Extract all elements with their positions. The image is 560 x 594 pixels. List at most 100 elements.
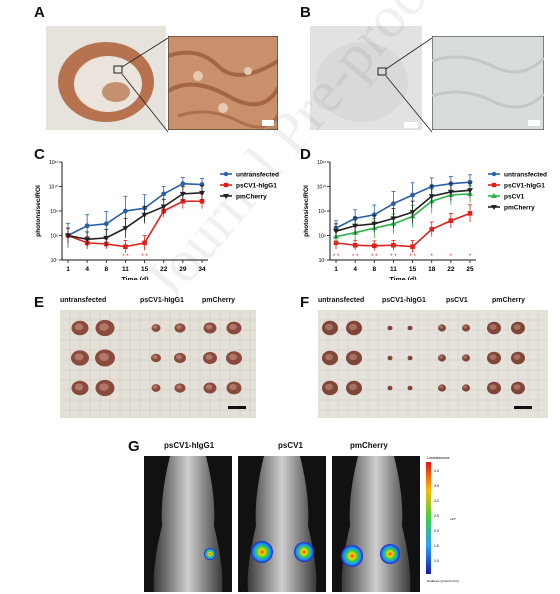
legend-marker: [223, 194, 229, 199]
y-tick-label: 10⁸: [50, 234, 58, 240]
colorbar-gradient: [426, 462, 431, 574]
y-tick-label: 10⁸: [318, 234, 326, 240]
significance-mark: * *: [122, 254, 129, 260]
chart-d: 10⁷ 10⁸ 10⁹ 10¹⁰ 10¹¹ 1 4 8 11 15 18 22 25 Time (d) ph…: [303, 160, 547, 280]
y-tick-label: 10¹⁰: [317, 185, 326, 191]
x-tick-label: 8: [104, 266, 108, 273]
tumor-highlight: [513, 324, 521, 330]
panel-label-f: F: [300, 294, 310, 311]
data-point: [467, 188, 473, 194]
tumor-highlight: [74, 353, 84, 361]
panel-g-headers: psCV1-hIgG1 psCV1 pmCherry: [142, 441, 432, 453]
legend-label: pmCherry: [236, 194, 267, 201]
data-point: [84, 223, 90, 229]
data-point: [467, 179, 473, 185]
x-tick-label: 29: [179, 266, 187, 273]
tumor: [407, 385, 413, 391]
luminescence-signal: [251, 541, 273, 563]
colorbar-units: Radiance (p/sec/cm²/sr): [427, 579, 459, 583]
panel-label-e: E: [34, 294, 45, 311]
colorbar-tick-label: 1.5: [434, 544, 439, 548]
data-point: [122, 226, 129, 232]
series-line: [67, 182, 203, 237]
x-tick-label: 34: [198, 266, 206, 273]
panel-label-a: A: [34, 4, 45, 21]
x-tick-label: 8: [372, 266, 376, 273]
tumor-highlight: [99, 353, 109, 361]
luminescence-signal: [380, 544, 400, 564]
tumor-highlight: [489, 324, 497, 330]
panel-f-headers: untransfected psCV1-hIgG1 psCV1 pmCherry: [318, 297, 548, 311]
tumor-highlight: [74, 323, 84, 331]
legend-label: psCV1-hIgG1: [504, 183, 545, 190]
tumor-highlight: [349, 383, 357, 391]
y-tick-label: 10¹⁰: [49, 185, 58, 191]
tumor-highlight: [349, 353, 357, 361]
tumor: [407, 355, 413, 361]
data-point: [391, 242, 396, 248]
y-tick-label: 10¹¹: [317, 160, 326, 166]
data-point: [179, 191, 186, 197]
tumor: [387, 385, 393, 391]
tumor-highlight: [99, 323, 109, 331]
data-point: [410, 244, 415, 249]
data-point: [371, 243, 377, 249]
data-point: [141, 212, 148, 218]
colorbar-tick-label: 2.0: [434, 529, 439, 533]
y-axis-title: photons/sec/ROI: [35, 185, 42, 237]
tumor-highlight: [439, 355, 443, 359]
panel-f-col-pscv1: psCV1: [446, 297, 468, 304]
x-tick-label: 4: [353, 266, 357, 273]
data-point: [448, 218, 454, 224]
x-tick-label: 11: [122, 266, 129, 273]
data-point: [199, 198, 205, 204]
significance-mark: * *: [141, 254, 148, 260]
panel-f-col-untransfected: untransfected: [318, 297, 365, 304]
ihc-section-overview-b: [310, 26, 422, 130]
x-tick-label: 11: [390, 266, 397, 273]
significance-mark: *: [450, 254, 453, 260]
tumor-highlight: [205, 384, 213, 390]
significance-mark: * *: [333, 254, 340, 260]
data-point: [447, 189, 454, 195]
tumor-highlight: [513, 384, 521, 390]
tumor-highlight: [74, 383, 84, 391]
data-point: [391, 201, 396, 207]
chart-c: 10⁷ 10⁸ 10⁹ 10¹⁰ 10¹¹ 1 4 8 11 15 22 29 34 Time (d) ph…: [35, 160, 279, 280]
tumor-highlight: [205, 354, 213, 360]
legend-marker: [223, 182, 229, 188]
colorbar-title: Luminescence: [427, 456, 450, 460]
data-point: [180, 181, 186, 187]
series-line: [335, 181, 471, 229]
x-tick-label: 1: [66, 266, 70, 273]
tumor-photo-e: [60, 310, 256, 418]
panel-label-c: C: [34, 146, 45, 163]
tumor: [387, 355, 393, 361]
tumor-highlight: [325, 383, 333, 391]
legend-label: psCV1: [504, 194, 525, 201]
tumor-highlight: [229, 353, 237, 361]
data-point: [467, 211, 473, 216]
data-point: [371, 212, 377, 218]
x-axis-title: Time (d): [389, 277, 416, 280]
panel-f-col-pscv1-higg1: psCV1-hIgG1: [382, 297, 426, 304]
panel-f-col-pmcherry: pmCherry: [492, 297, 526, 304]
tumor-highlight: [176, 354, 182, 360]
y-tick-label: 10⁹: [50, 209, 58, 215]
tumor: [407, 325, 413, 331]
x-tick-label: 4: [85, 266, 89, 273]
bli-images-g: [144, 456, 420, 592]
panel-e-headers: untransfected psCV1-hIgG1 pmCherry: [60, 297, 260, 311]
luminescence-signal: [204, 548, 216, 560]
legend-marker: [491, 193, 497, 198]
tumor-highlight: [463, 355, 467, 359]
colorbar-tick-label: 4.0: [434, 469, 439, 473]
tumor-highlight: [325, 353, 333, 361]
y-tick-label: 10⁹: [318, 209, 326, 215]
x-tick-label: 15: [141, 266, 149, 273]
tumor-highlight: [349, 323, 357, 331]
data-point: [84, 237, 91, 243]
data-point: [123, 208, 128, 214]
legend-marker: [491, 182, 497, 188]
data-point: [429, 226, 435, 232]
